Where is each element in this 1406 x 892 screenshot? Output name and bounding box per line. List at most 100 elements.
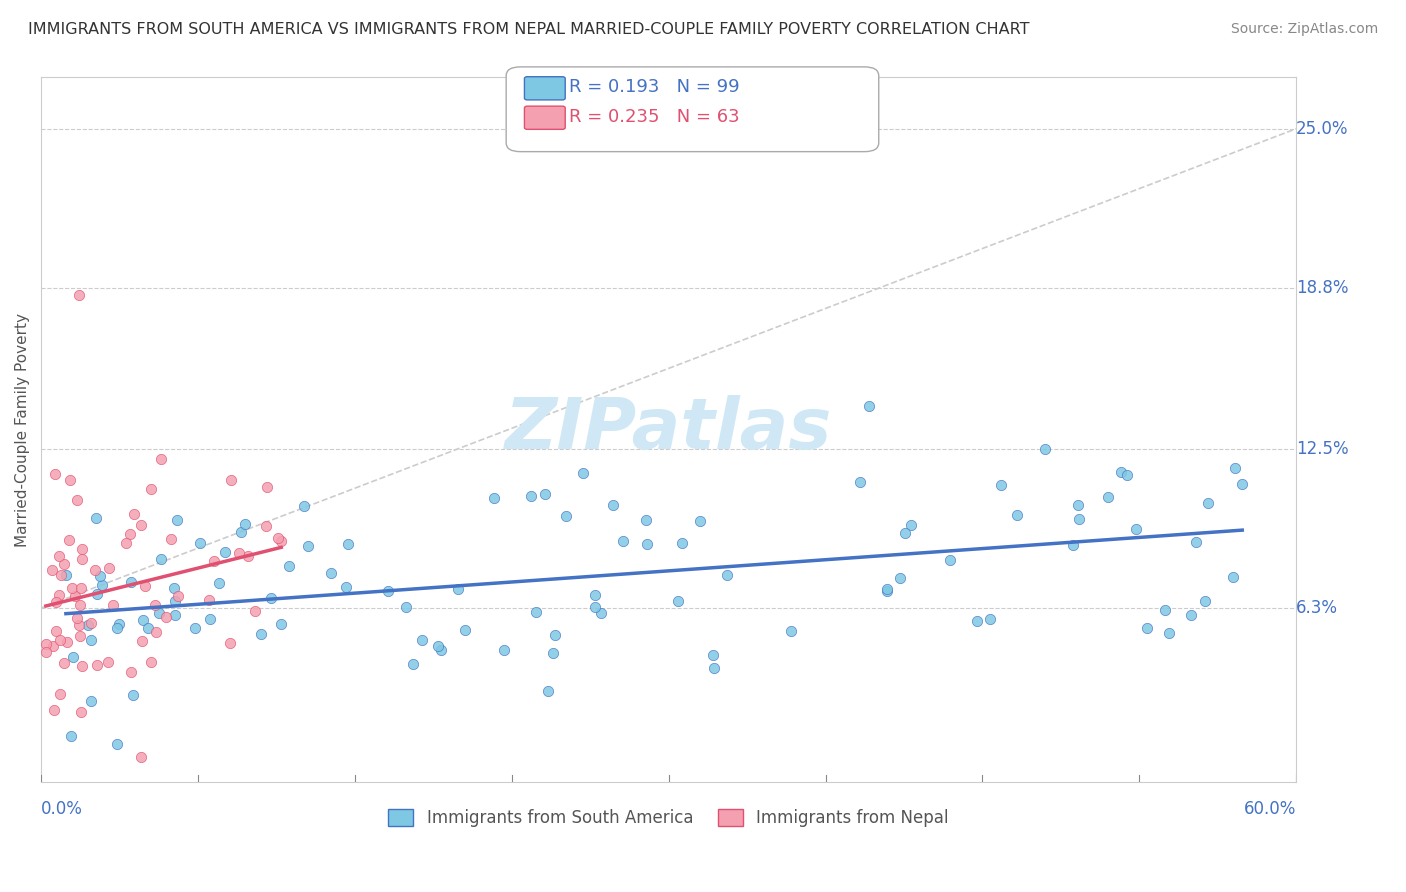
Immigrants from South America <box>166 513 188 527</box>
Immigrants from Nepal <box>145 598 167 612</box>
Immigrants from South America <box>165 608 187 623</box>
Text: 25.0%: 25.0% <box>1296 120 1348 137</box>
Immigrants from South America <box>990 477 1012 491</box>
Immigrants from Nepal <box>228 546 250 560</box>
Immigrants from South America <box>229 524 252 539</box>
Immigrants from South America <box>233 517 256 532</box>
Immigrants from South America <box>149 552 172 566</box>
Immigrants from South America <box>979 612 1001 626</box>
Immigrants from South America <box>524 605 547 619</box>
Immigrants from South America <box>184 621 207 635</box>
Immigrants from Nepal <box>243 604 266 618</box>
Legend: Immigrants from South America, Immigrants from Nepal: Immigrants from South America, Immigrant… <box>381 803 956 834</box>
Text: R = 0.193   N = 99: R = 0.193 N = 99 <box>569 78 740 96</box>
Text: 60.0%: 60.0% <box>1244 800 1296 818</box>
Immigrants from South America <box>454 624 477 638</box>
Immigrants from South America <box>108 617 131 632</box>
Immigrants from South America <box>1159 625 1181 640</box>
Immigrants from South America <box>148 606 170 620</box>
Immigrants from Nepal <box>41 640 63 654</box>
Immigrants from Nepal <box>270 534 292 549</box>
Text: R = 0.235   N = 63: R = 0.235 N = 63 <box>569 108 740 126</box>
Immigrants from South America <box>402 657 425 672</box>
Immigrants from Nepal <box>52 557 75 571</box>
Immigrants from Nepal <box>70 581 93 595</box>
Immigrants from Nepal <box>129 749 152 764</box>
Immigrants from Nepal <box>83 563 105 577</box>
Immigrants from South America <box>411 632 433 647</box>
Immigrants from Nepal <box>70 552 93 566</box>
Immigrants from South America <box>583 588 606 602</box>
Immigrants from South America <box>1154 603 1177 617</box>
Immigrants from Nepal <box>256 480 278 494</box>
Immigrants from Nepal <box>150 451 173 466</box>
Immigrants from South America <box>1066 498 1088 512</box>
Immigrants from Nepal <box>134 579 156 593</box>
Immigrants from Nepal <box>35 644 58 658</box>
Immigrants from South America <box>214 544 236 558</box>
Immigrants from South America <box>534 487 557 501</box>
Immigrants from South America <box>250 627 273 641</box>
Immigrants from South America <box>876 583 898 598</box>
Immigrants from Nepal <box>129 518 152 533</box>
Immigrants from South America <box>612 533 634 548</box>
Immigrants from Nepal <box>45 595 67 609</box>
Immigrants from Nepal <box>256 519 278 533</box>
Immigrants from South America <box>297 539 319 553</box>
Immigrants from Nepal <box>139 482 162 496</box>
Immigrants from South America <box>520 489 543 503</box>
Immigrants from Nepal <box>98 561 121 575</box>
Immigrants from South America <box>966 614 988 628</box>
Immigrants from South America <box>77 617 100 632</box>
Immigrants from Nepal <box>67 288 90 302</box>
Immigrants from South America <box>59 729 82 743</box>
Immigrants from South America <box>1063 538 1085 552</box>
Immigrants from South America <box>136 621 159 635</box>
Immigrants from Nepal <box>101 598 124 612</box>
Immigrants from South America <box>162 581 184 595</box>
Immigrants from South America <box>89 569 111 583</box>
Immigrants from South America <box>84 510 107 524</box>
Immigrants from South America <box>337 537 360 551</box>
Immigrants from South America <box>1033 442 1056 456</box>
Immigrants from Nepal <box>49 633 72 648</box>
Immigrants from South America <box>666 594 689 608</box>
Text: 6.3%: 6.3% <box>1296 599 1339 617</box>
Immigrants from Nepal <box>66 492 89 507</box>
Immigrants from South America <box>482 491 505 505</box>
Immigrants from South America <box>716 568 738 582</box>
Immigrants from Nepal <box>80 615 103 630</box>
Immigrants from Nepal <box>56 635 79 649</box>
Immigrants from South America <box>703 661 725 675</box>
Immigrants from Nepal <box>48 549 70 563</box>
Immigrants from Nepal <box>155 610 177 624</box>
Immigrants from South America <box>543 646 565 660</box>
Immigrants from South America <box>1222 570 1244 584</box>
Immigrants from Nepal <box>45 624 67 638</box>
Immigrants from Nepal <box>44 703 66 717</box>
Text: Source: ZipAtlas.com: Source: ZipAtlas.com <box>1230 22 1378 37</box>
Immigrants from South America <box>426 639 449 653</box>
Immigrants from Nepal <box>145 624 167 639</box>
Immigrants from South America <box>132 613 155 627</box>
Immigrants from South America <box>583 599 606 614</box>
Immigrants from Nepal <box>70 542 93 557</box>
Immigrants from Nepal <box>48 588 70 602</box>
Immigrants from South America <box>555 509 578 524</box>
Immigrants from South America <box>938 553 960 567</box>
Text: 12.5%: 12.5% <box>1296 440 1348 458</box>
Immigrants from Nepal <box>41 563 63 577</box>
Immigrants from Nepal <box>218 635 240 649</box>
Immigrants from South America <box>277 558 299 573</box>
Immigrants from South America <box>671 536 693 550</box>
Immigrants from Nepal <box>238 549 260 564</box>
Immigrants from South America <box>91 578 114 592</box>
Immigrants from South America <box>121 688 143 702</box>
Immigrants from South America <box>876 582 898 596</box>
Immigrants from South America <box>602 498 624 512</box>
Immigrants from Nepal <box>49 687 72 701</box>
Immigrants from South America <box>335 580 357 594</box>
Immigrants from South America <box>321 566 343 580</box>
Text: 18.8%: 18.8% <box>1296 278 1348 297</box>
Text: 0.0%: 0.0% <box>41 800 83 818</box>
